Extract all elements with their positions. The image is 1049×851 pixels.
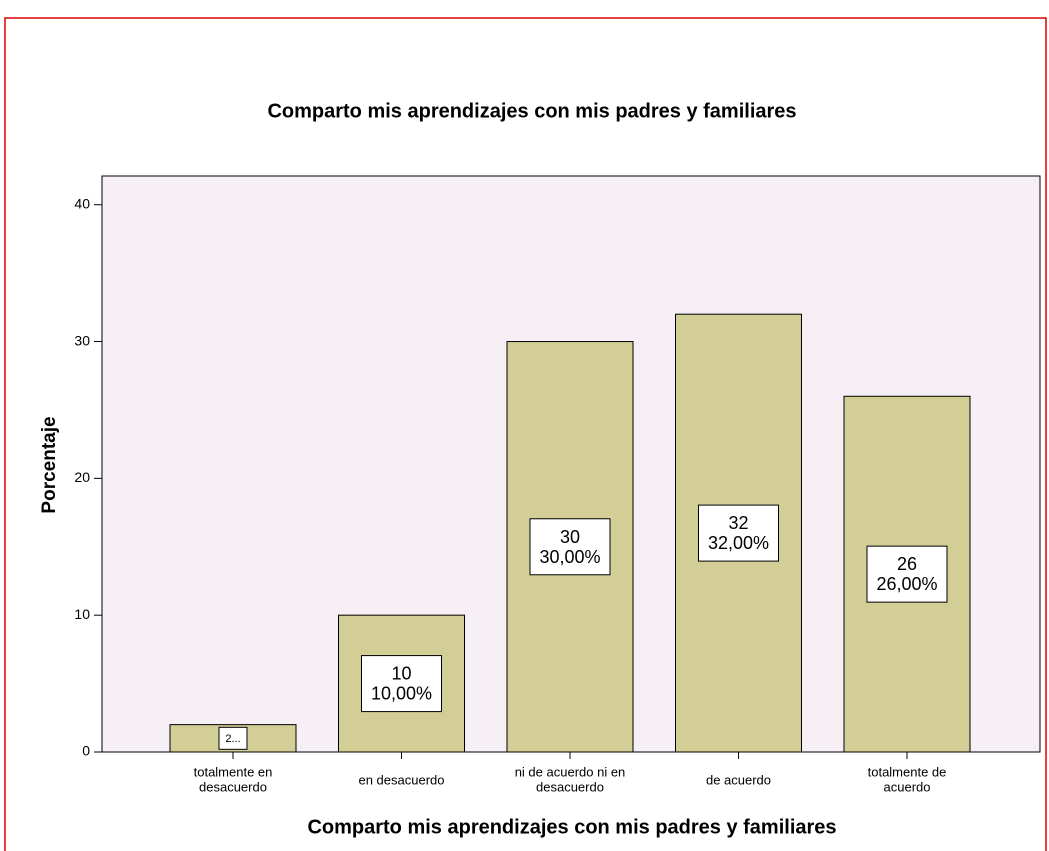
y-tick-label: 40 (74, 195, 90, 211)
chart-title: Comparto mis aprendizajes con mis padres… (267, 100, 796, 122)
value-label-box (529, 518, 611, 576)
x-axis-title: Comparto mis aprendizajes con mis padres… (307, 816, 836, 838)
value-label-box (698, 504, 779, 562)
y-tick-label: 10 (74, 606, 90, 622)
value-label-box (866, 545, 948, 603)
x-tick-label: totalmente de acuerdo (868, 765, 947, 795)
y-tick-label: 0 (82, 743, 90, 759)
x-tick-label: de acuerdo (706, 772, 771, 787)
y-tick-label: 30 (74, 332, 90, 348)
value-label: 2... (225, 733, 240, 745)
value-label: 26 26,00% (876, 554, 937, 594)
frame (4, 17, 1047, 851)
y-tick-label: 20 (74, 469, 90, 485)
y-axis-title: Porcentaje (39, 416, 60, 513)
value-label: 30 30,00% (539, 527, 600, 567)
value-label: 32 32,00% (708, 513, 769, 553)
x-tick-label: en desacuerdo (358, 772, 444, 787)
value-label: 10 10,00% (371, 663, 432, 703)
x-tick-label: totalmente en desacuerdo (194, 765, 273, 795)
x-tick-label: ni de acuerdo ni en desacuerdo (515, 765, 626, 795)
value-label-box (218, 726, 248, 750)
value-label-box (361, 655, 442, 713)
